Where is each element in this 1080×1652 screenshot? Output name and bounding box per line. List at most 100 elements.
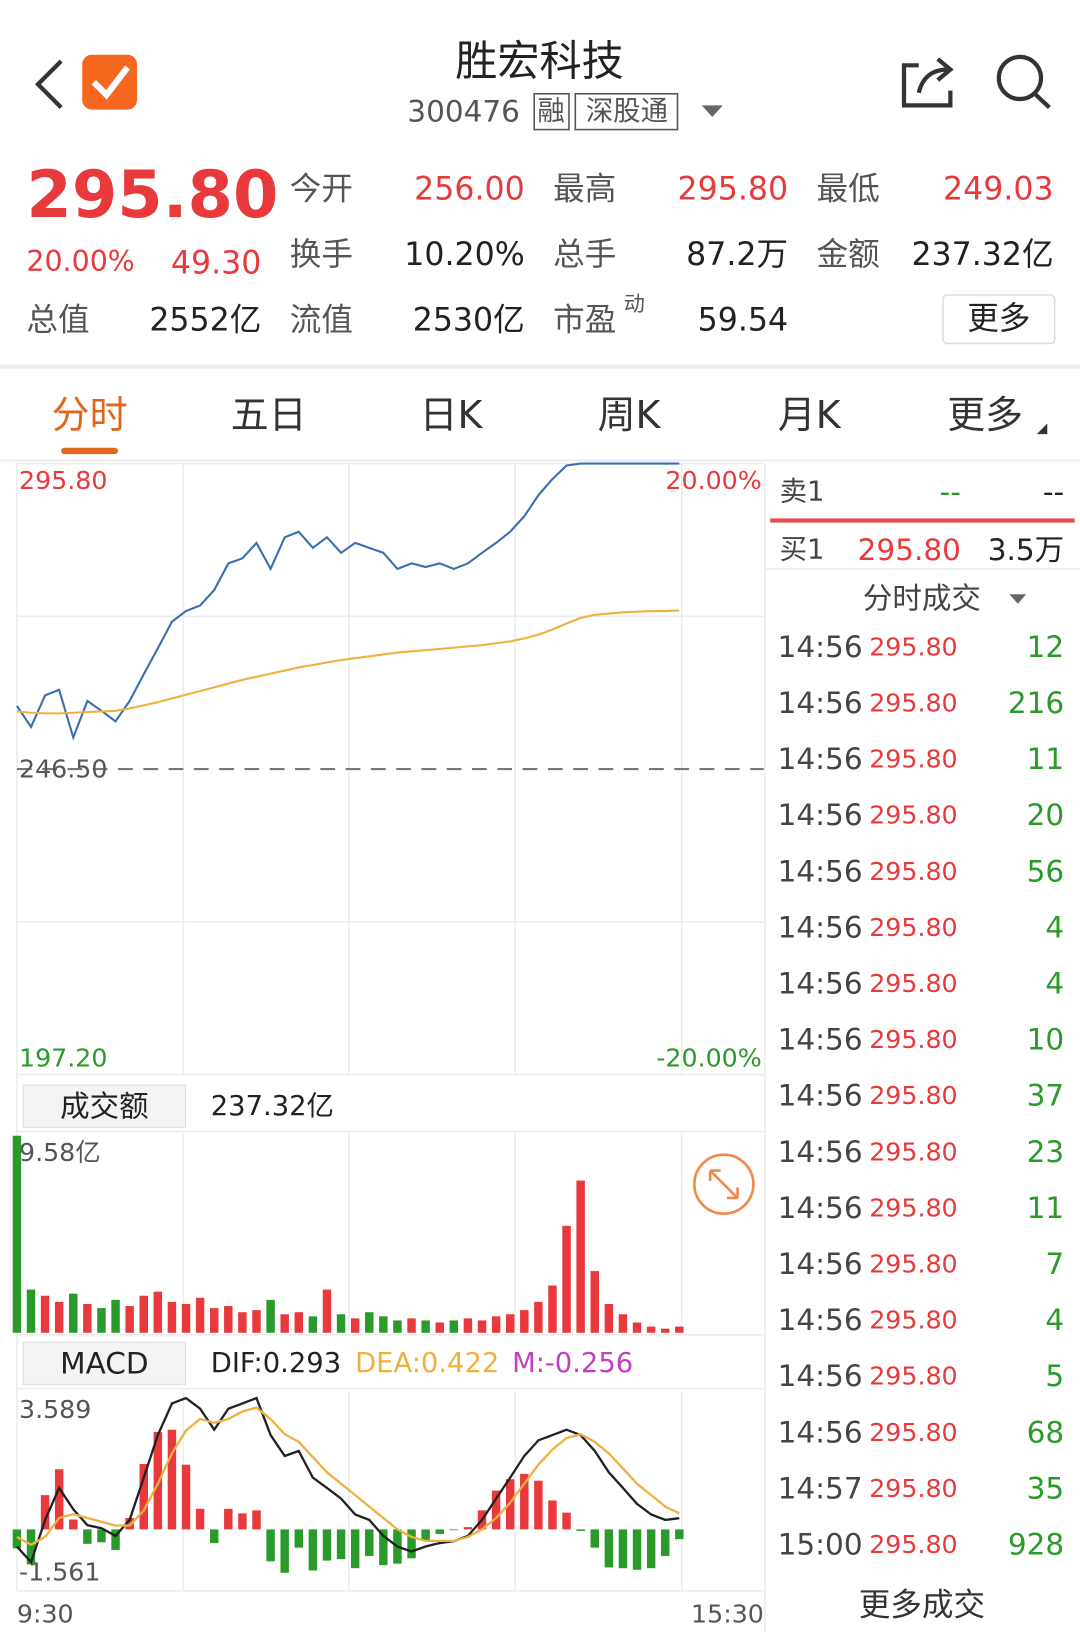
trade-volume: 11 (1027, 742, 1065, 776)
macd-bar (449, 1529, 459, 1531)
volume-bar (379, 1316, 388, 1333)
macd-bar (576, 1529, 585, 1531)
more-button-label[interactable]: 更多 (967, 301, 1030, 337)
legend-entry: DIF:0.293 (211, 1348, 341, 1379)
tag: 深股通 (586, 96, 668, 127)
trade-time: 14:56 (778, 686, 863, 720)
tab[interactable]: 分时 (52, 393, 128, 437)
trade-price: 295.80 (869, 1137, 957, 1166)
macd-bar (534, 1480, 543, 1530)
volume-bar (548, 1285, 557, 1333)
trade-time: 14:56 (778, 1415, 863, 1449)
price-line (16, 609, 680, 715)
macd-bar (562, 1512, 571, 1530)
volume-bar (111, 1299, 120, 1333)
trade-volume: 4 (1045, 1303, 1064, 1337)
volume-bar (646, 1326, 656, 1333)
volume-bar (209, 1308, 219, 1333)
more-button[interactable] (942, 294, 1056, 345)
trade-price: 295.80 (869, 1418, 957, 1447)
order-label: 卖1 (780, 477, 825, 508)
share-button[interactable] (901, 57, 954, 108)
trade-volume: 5 (1045, 1359, 1064, 1393)
volume-bar (534, 1301, 543, 1333)
dropdown-arrow[interactable] (1009, 594, 1027, 604)
stat-label: 流值 (290, 302, 353, 338)
panel-title: MACD (60, 1346, 148, 1380)
order-price: -- (940, 475, 961, 509)
volume-bar (365, 1312, 374, 1333)
share-box (901, 63, 953, 108)
more-trades[interactable]: 更多成交 (859, 1588, 985, 1624)
stat-label: 最低 (817, 172, 880, 208)
trade-price: 295.80 (869, 1530, 957, 1559)
macd-bar (209, 1529, 219, 1544)
tab[interactable]: 月K (778, 393, 842, 437)
tab[interactable]: 日K (420, 393, 484, 437)
volume-bar (26, 1289, 36, 1333)
volume-bar (562, 1225, 571, 1333)
macd-bar (224, 1508, 233, 1530)
trade-price: 295.80 (869, 745, 957, 774)
tab[interactable]: 五日 (231, 393, 307, 437)
volume-bar (393, 1320, 402, 1333)
volume-bar (618, 1314, 628, 1333)
watch-icon[interactable] (82, 54, 138, 110)
trade-time: 14:56 (778, 630, 863, 664)
trade-volume: 11 (1027, 1191, 1065, 1225)
trade-price: 295.80 (869, 969, 957, 998)
tab[interactable]: 更多 (947, 393, 1023, 437)
volume-bar (322, 1289, 332, 1333)
volume-bar (83, 1303, 92, 1333)
volume-bar (576, 1180, 585, 1333)
volume-bar (421, 1320, 430, 1333)
x-tick-label: 9:30 (17, 1600, 74, 1629)
search-button[interactable] (996, 54, 1051, 110)
volume-bar (463, 1318, 473, 1333)
trade-volume: 10 (1027, 1023, 1065, 1057)
trade-volume: 4 (1045, 910, 1064, 944)
trade-price: 295.80 (869, 1362, 957, 1391)
panel-title: 成交额 (60, 1089, 149, 1123)
macd-bar (153, 1431, 163, 1530)
x-tick-label: 15:30 (691, 1600, 764, 1629)
order-price: 295.80 (858, 533, 961, 567)
back-button[interactable] (34, 59, 63, 109)
trade-volume: 23 (1027, 1135, 1065, 1169)
macd-bar (491, 1490, 501, 1530)
search-circle (996, 54, 1044, 102)
stat-value: 256.00 (414, 172, 525, 208)
macd-bar (675, 1529, 684, 1540)
macd-bar (97, 1529, 106, 1543)
volume-bar (280, 1314, 289, 1333)
zoom-circle (693, 1153, 755, 1216)
tag-box (574, 92, 679, 131)
label-box[interactable] (22, 1084, 187, 1128)
zoom-button[interactable] (693, 1153, 755, 1216)
divider (0, 364, 1080, 369)
trade-volume: 4 (1045, 967, 1064, 1001)
trades-title[interactable]: 分时成交 (863, 581, 981, 615)
trade-time: 14:56 (778, 910, 863, 944)
dropdown-arrow[interactable] (701, 105, 723, 117)
trade-volume: 37 (1027, 1079, 1065, 1113)
volume-bar (477, 1320, 487, 1333)
trade-time: 14:56 (778, 1191, 863, 1225)
volume-bar (238, 1312, 247, 1333)
macd-bar (421, 1529, 430, 1541)
stat-sup: 动 (624, 291, 645, 316)
y-tick-label: 295.80 (19, 466, 107, 495)
order-volume: 3.5万 (988, 533, 1064, 567)
trade-price: 295.80 (869, 1081, 957, 1110)
icon-box (82, 54, 138, 110)
volume-bar (224, 1306, 233, 1333)
label-box[interactable] (22, 1341, 187, 1385)
change: 49.30 (171, 245, 261, 281)
tab[interactable]: 周K (598, 393, 662, 437)
macd-bar (632, 1529, 642, 1570)
volume-bar (153, 1291, 163, 1333)
trade-time: 15:00 (778, 1528, 863, 1562)
macd-bar (139, 1463, 148, 1530)
legend-entry: DEA:0.422 (355, 1348, 499, 1379)
